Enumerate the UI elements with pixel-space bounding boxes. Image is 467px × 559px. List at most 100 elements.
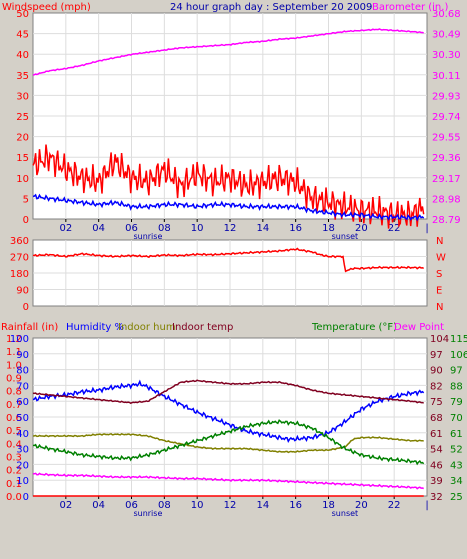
x-tick-label: 10 [191,500,204,511]
x-marker-label: sunrise [133,232,162,241]
x-tick-label: 16 [289,223,302,234]
barometer-label: Barometer (in.) [372,2,448,13]
y-tick-label: 30.30 [432,50,461,61]
windspeed-average-line [32,193,425,222]
x-tick-label: 06 [125,500,138,511]
y-tick-label: 61 [430,429,443,440]
y-tick-label: 45 [16,30,29,41]
y-tick-label: 29.74 [432,112,461,123]
y-tick-label: 15 [16,153,29,164]
y-tick-label: N [436,236,443,247]
legend-indoor-hum: Indoor hum [118,322,176,333]
y-tick-label: 61 [450,429,463,440]
y-tick-label: 40 [16,429,29,440]
y-tick-label: 29.93 [432,91,461,102]
x-tick-label: 04 [92,223,105,234]
y-tick-label: 80 [16,366,29,377]
x-tick-label: 22 [388,223,401,234]
temperature-ticks: 32 39 46 54 61 68 75 82 90 97 104 25 34 43 52 61 70 79 88 9… [430,334,467,503]
y-tick-label: 0.9 [6,374,22,385]
y-tick-label: 90 [16,350,29,361]
y-tick-label: 104 [430,334,449,345]
temperature-grid [33,338,427,496]
y-tick-label: 30.11 [432,71,461,82]
y-tick-label: 88 [450,381,463,392]
y-tick-label: 0.3 [6,453,22,464]
x-tick-label: 12 [224,500,237,511]
y-tick-label: 30.68 [432,9,461,20]
y-tick-label: 115 [450,334,467,345]
rainfall-ticks: 0.0 0.1 0.2 0.3 0.4 0.5 0.6 0.7 0.8 0.9 1.0 1.1 1.2 [6,334,22,503]
direction-series [32,247,424,273]
x-tick-label: 22 [388,500,401,511]
wind-series [32,28,425,229]
windspeed-line [32,144,425,229]
y-tick-label: 50 [16,9,29,20]
y-tick-label: 90 [16,286,29,297]
x-tick-label: 06 [125,223,138,234]
y-tick-label: 34 [450,476,463,487]
chart-title: 24 hour graph day : September 20 2009 [170,2,372,13]
y-tick-label: 100 [10,334,29,345]
temperature-series [32,379,425,497]
y-tick-label: 28.98 [432,194,461,205]
wind-panel: Windspeed (mph) 24 hour graph day : Sept… [2,2,461,241]
y-tick-label: W [436,253,446,264]
y-tick-label: 0.6 [6,413,22,424]
y-tick-label: 0.2 [6,466,22,477]
x-tick-label: 18 [322,500,335,511]
x-tick-label: 02 [59,223,72,234]
y-tick-label: 0 [23,302,29,313]
y-tick-label: 10 [16,174,29,185]
x-marker-label: sunset [332,232,359,241]
y-tick-label: 90 [430,366,443,377]
y-tick-label: 30 [16,91,29,102]
y-tick-label: 70 [16,381,29,392]
windspeed-ticks: 0 5 10 15 20 25 30 35 40 45 50 [16,9,29,226]
y-tick-label: 68 [430,413,443,424]
temperature-x-ticks: 02 04 06 08 10 12 14 16 18 20 22 | sunrise sunset [59,496,429,518]
x-tick-label: 12 [224,223,237,234]
temperature-panel: Rainfall (in) Humidity % Indoor hum Indo… [1,322,467,518]
y-tick-label: 43 [450,460,463,471]
x-tick-label-end: | [425,500,428,511]
y-tick-label: 50 [16,413,29,424]
y-tick-label: 29.55 [432,133,461,144]
y-tick-label: 20 [16,460,29,471]
y-tick-label: 35 [16,71,29,82]
y-tick-label: 0.8 [6,387,22,398]
x-tick-label: 16 [289,500,302,511]
y-tick-label: 97 [430,350,443,361]
x-marker-label: sunrise [133,509,162,518]
y-tick-label: 97 [450,366,463,377]
indoor-hum-line [32,432,424,454]
y-tick-label: 30 [16,445,29,456]
y-tick-label: 70 [450,413,463,424]
humidity-line [32,379,425,444]
y-tick-label: 10 [16,476,29,487]
y-tick-label: 1.1 [6,347,22,358]
x-tick-label: 10 [191,223,204,234]
legend-humidity: Humidity % [66,322,124,333]
x-tick-label: 04 [92,500,105,511]
barometer-ticks: 28.79 28.98 29.17 29.36 29.55 29.74 29.93 30.11… [432,9,461,226]
temperature-line [32,419,425,466]
x-tick-label: 08 [158,500,171,511]
y-tick-label: 32 [430,492,443,503]
direction-ticks: 0 90 180 270 360 [10,236,29,313]
x-tick-label: 08 [158,223,171,234]
y-tick-label: 5 [23,194,29,205]
y-tick-label: 79 [450,397,463,408]
y-tick-label: 29.36 [432,153,461,164]
x-tick-label: 18 [322,223,335,234]
y-tick-label: 40 [16,50,29,61]
y-tick-label: 20 [16,133,29,144]
y-tick-label: 270 [10,253,29,264]
x-tick-label-end: | [425,223,428,234]
x-tick-label: 14 [256,223,269,234]
y-tick-label: 0.0 [6,492,22,503]
